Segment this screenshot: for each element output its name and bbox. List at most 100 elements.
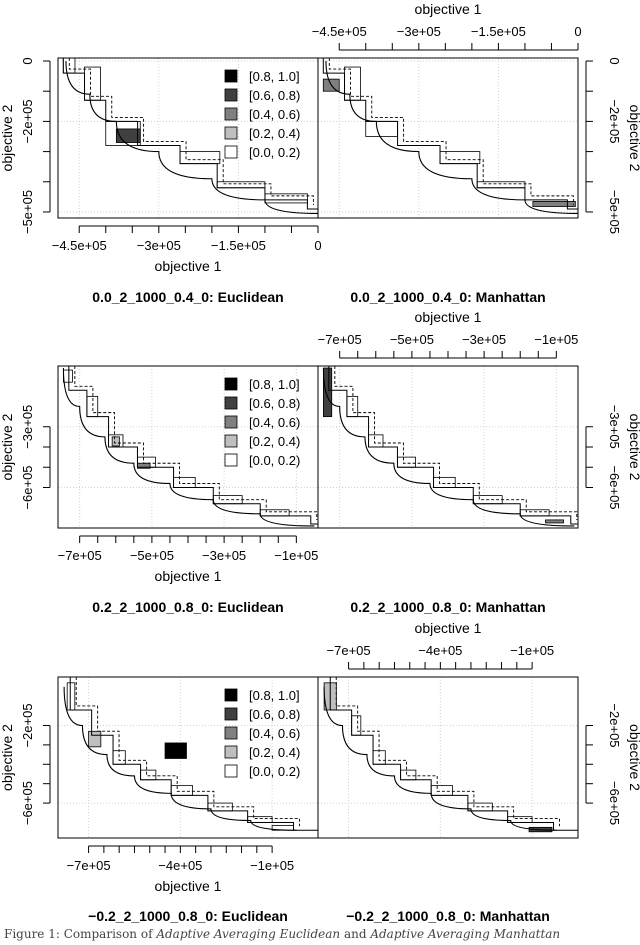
- y-tick-label-right: −2e+05: [607, 99, 622, 143]
- x-tick-label-top: −1.5e+05: [471, 24, 526, 39]
- reference-front: [62, 368, 315, 527]
- legend-label: [0.4, 0.6): [249, 107, 300, 122]
- x-axis-label-top: objective 1: [415, 309, 482, 325]
- attainment-front-dashed: [334, 366, 578, 520]
- legend-label: [0.0, 0.2): [249, 145, 300, 160]
- reference-front: [63, 686, 297, 831]
- legend-swatch: [224, 415, 238, 429]
- x-tick-label-top: −3e+05: [397, 24, 441, 39]
- panel-frame: [317, 676, 579, 839]
- attainment-front: [69, 677, 318, 831]
- reference-front: [322, 368, 575, 527]
- attainment-region: [400, 769, 417, 781]
- x-tick-label: −7e+05: [67, 858, 111, 873]
- attainment-front: [322, 58, 578, 210]
- panel-frame: [317, 365, 579, 529]
- x-tick-label: −5e+05: [130, 548, 174, 563]
- attainment-region: [368, 434, 384, 448]
- attainment-region: [112, 750, 126, 765]
- legend-label: [0.8, 1.0]: [249, 377, 300, 392]
- x-tick-label-top: −7e+05: [327, 643, 371, 658]
- attainment-region: [259, 509, 290, 517]
- attainment-region: [351, 715, 362, 736]
- legend-swatch: [224, 434, 238, 448]
- legend-label: [0.6, 0.8): [249, 88, 300, 103]
- attainment-region: [365, 120, 398, 137]
- y-axis-label-right: objective 2: [627, 105, 640, 172]
- attainment-region: [346, 395, 359, 418]
- attainment-front-dashed: [68, 58, 314, 205]
- x-tick-label: 0: [314, 238, 321, 253]
- x-tick-label-top: −4e+05: [418, 643, 462, 658]
- x-tick-label: −1.5e+05: [211, 238, 266, 253]
- attainment-region: [519, 509, 550, 517]
- y-tick-label: −6e+05: [20, 781, 35, 825]
- x-tick-label-top: −3e+05: [462, 332, 506, 347]
- x-tick-label-top: −1e+05: [534, 332, 578, 347]
- panel-title: 0.2_2_1000_0.8_0: Manhattan: [350, 599, 545, 615]
- attainment-front: [68, 366, 318, 525]
- attainment-region: [397, 456, 416, 468]
- attainment-region: [63, 369, 73, 383]
- legend-swatch: [224, 726, 238, 740]
- attainment-front: [62, 58, 318, 210]
- attainment-front-dashed: [328, 58, 574, 205]
- x-axis-label-top: objective 1: [415, 1, 482, 17]
- y-axis-label-right: objective 2: [627, 414, 640, 481]
- attainment-region: [433, 476, 456, 488]
- attainment-region: [140, 769, 157, 781]
- x-tick-label: −4e+05: [158, 858, 202, 873]
- attainment-front: [328, 366, 578, 525]
- panel-title: 0.0_2_1000_0.4_0: Euclidean: [92, 289, 283, 305]
- attainment-region: [86, 395, 99, 418]
- legend-swatch: [224, 126, 238, 140]
- y-tick-label-right: −6e+05: [607, 781, 622, 825]
- attainment-front-dashed: [335, 677, 560, 827]
- legend-label: [0.2, 0.4): [249, 126, 300, 141]
- legend-label: [0.6, 0.8): [249, 396, 300, 411]
- legend-swatch: [224, 707, 238, 721]
- y-axis-label-right: objective 2: [627, 724, 640, 791]
- legend-label: [0.8, 1.0]: [249, 69, 300, 84]
- attainment-front-dashed: [74, 366, 318, 520]
- x-tick-label-top: −5e+05: [390, 332, 434, 347]
- legend-label: [0.0, 0.2): [249, 764, 300, 779]
- x-axis-label-top: objective 1: [415, 620, 482, 636]
- y-tick-label-right: −5e+05: [607, 190, 622, 234]
- caption-prefix: Figure 1: Comparison of: [4, 927, 157, 941]
- attainment-region: [545, 519, 564, 524]
- x-tick-label: −3e+05: [137, 238, 181, 253]
- attainment-region: [532, 200, 576, 207]
- attainment-front: [329, 677, 578, 831]
- y-tick-label-right: 0: [607, 57, 622, 64]
- legend-swatch: [224, 145, 238, 159]
- attainment-region: [323, 367, 333, 418]
- legend-swatch: [224, 688, 238, 702]
- attainment-region: [84, 66, 101, 101]
- x-tick-label: −1e+05: [274, 548, 318, 563]
- panel-title: −0.2_2_1000_0.8_0: Euclidean: [88, 908, 288, 924]
- legend-swatch: [224, 69, 238, 83]
- panel-title: 0.2_2_1000_0.8_0: Euclidean: [92, 599, 283, 615]
- attainment-region: [173, 476, 196, 488]
- attainment-region: [164, 742, 187, 759]
- attainment-region: [66, 682, 76, 711]
- legend-label: [0.2, 0.4): [249, 745, 300, 760]
- y-tick-label-right: −6e+05: [607, 465, 622, 509]
- legend-label: [0.6, 0.8): [249, 707, 300, 722]
- x-tick-label: −7e+05: [58, 548, 102, 563]
- x-axis-label: objective 1: [155, 878, 222, 894]
- attainment-region: [216, 181, 266, 189]
- y-tick-label: −6e+05: [20, 465, 35, 509]
- y-axis-label: objective 2: [0, 413, 15, 480]
- y-tick-label: −3e+05: [20, 405, 35, 449]
- legend-label: [0.0, 0.2): [249, 453, 300, 468]
- legend-label: [0.8, 1.0]: [249, 688, 300, 703]
- panel-title: 0.0_2_1000_0.4_0: Manhattan: [350, 289, 545, 305]
- y-axis-label: objective 2: [0, 724, 15, 791]
- y-axis-label: objective 2: [0, 104, 15, 171]
- legend-swatch: [224, 377, 238, 391]
- legend-swatch: [224, 764, 238, 778]
- attainment-region: [170, 785, 193, 796]
- legend-swatch: [224, 745, 238, 759]
